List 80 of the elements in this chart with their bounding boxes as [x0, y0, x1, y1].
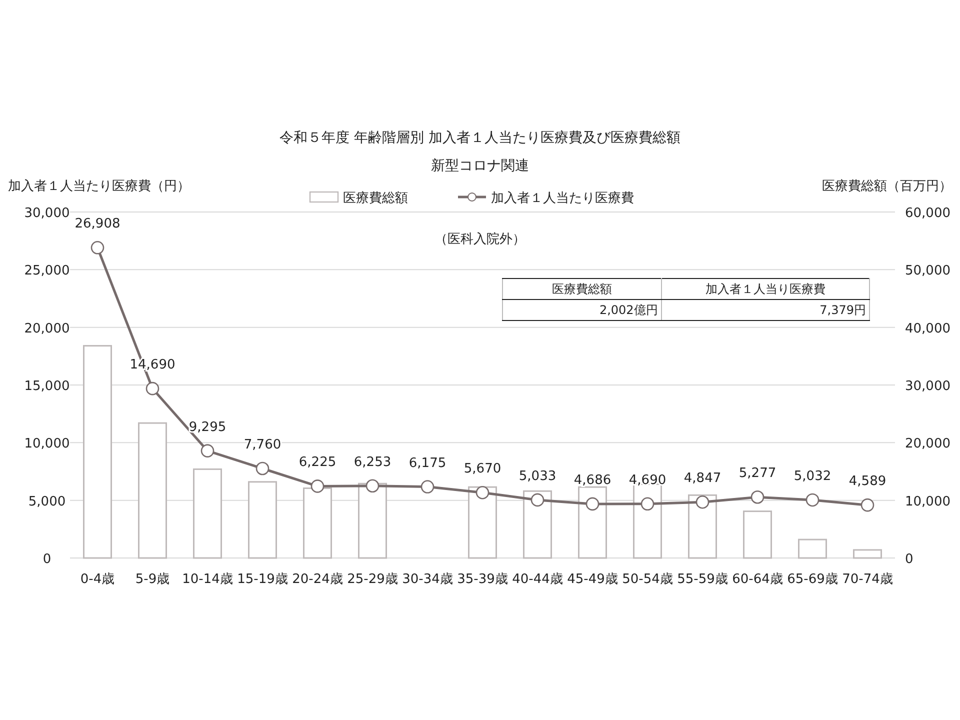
bar	[248, 481, 277, 559]
legend-label: 医療費総額	[343, 191, 408, 206]
point	[310, 480, 324, 493]
chart-subtitle: 新型コロナ関連	[431, 158, 529, 174]
point	[750, 490, 764, 504]
x-tick-label: 55-59歳	[677, 572, 728, 587]
annotation: 2,002億円	[502, 300, 662, 320]
y-tick-label: 15,000	[24, 379, 70, 394]
annotation: 7,379円	[661, 300, 870, 320]
x-tick-label: 40-44歳	[512, 572, 563, 587]
y2-tick-label: 60,000	[905, 206, 950, 221]
y-tick-label: 30,000	[24, 206, 70, 221]
bar	[578, 486, 607, 559]
data-label: 6,175	[408, 456, 446, 471]
y-tick-label: 25,000	[24, 264, 70, 279]
data-label: 6,253	[354, 454, 392, 470]
point	[586, 497, 600, 511]
point	[200, 444, 214, 458]
point	[90, 241, 104, 254]
data-label: 4,847	[684, 471, 722, 486]
point	[806, 493, 820, 507]
y-tick-label: 10,000	[24, 436, 70, 452]
y2-tick-label: 0	[905, 552, 914, 567]
bar	[193, 468, 222, 559]
legend-label: 加入者１人当たり医療費	[491, 191, 634, 206]
data-label: 5,033	[518, 468, 556, 484]
annotation: 医療費総額	[502, 278, 662, 300]
data-label: 4,690	[628, 472, 666, 488]
bar	[83, 345, 112, 559]
x-tick-label: 5-9歳	[135, 572, 170, 587]
data-label: 5,032	[794, 468, 832, 484]
point	[146, 382, 160, 396]
point	[366, 479, 380, 493]
y-axis-title: 加入者１人当たり医療費（円）	[8, 179, 190, 194]
bar	[468, 486, 497, 559]
bar	[853, 549, 882, 559]
x-tick-label: 60-64歳	[732, 572, 783, 587]
data-label: 5,277	[738, 466, 776, 482]
point	[640, 497, 654, 511]
y2-tick-label: 10,000	[905, 494, 950, 510]
x-tick-label: 30-34歳	[402, 572, 453, 587]
annotation: 加入者１人当り医療費	[661, 278, 870, 300]
x-tick-label: 45-49歳	[567, 572, 618, 587]
x-tick-label: 20-24歳	[292, 572, 343, 587]
bar	[743, 510, 772, 559]
y2-tick-label: 40,000	[905, 321, 950, 336]
data-label: 6,225	[298, 455, 336, 470]
bar	[138, 422, 167, 559]
x-tick-label: 35-39歳	[457, 572, 508, 587]
bar	[688, 494, 717, 559]
y-tick-label: 0	[42, 552, 52, 567]
data-label: 5,670	[464, 462, 502, 477]
point	[696, 495, 710, 509]
point	[420, 480, 434, 494]
x-tick-label: 0-4歳	[80, 572, 115, 587]
y-tick-label: 20,000	[24, 321, 70, 336]
point	[530, 493, 544, 507]
x-tick-label: 65-69歳	[787, 572, 838, 587]
data-label: 4,686	[574, 472, 612, 488]
y2-tick-label: 30,000	[905, 379, 950, 394]
chart-title: 令和５年度 年齢階層別 加入者１人当たり医療費及び医療費総額	[280, 130, 680, 146]
y2-axis-title: 医療費総額（百万円）	[822, 179, 952, 194]
data-label: 26,908	[74, 216, 120, 232]
x-tick-label: 25-29歳	[347, 572, 398, 587]
point	[860, 498, 874, 512]
data-label: 4,589	[848, 474, 886, 490]
data-label: 9,295	[188, 420, 226, 435]
bar	[798, 538, 827, 559]
y2-tick-label: 20,000	[905, 436, 950, 452]
data-label: 7,760	[244, 438, 282, 452]
x-tick-label: 10-14歳	[182, 572, 233, 587]
point	[476, 486, 490, 500]
annotation: （医科入院外）	[434, 232, 526, 247]
bar	[523, 490, 552, 559]
y-tick-label: 5,000	[28, 494, 66, 510]
point	[256, 462, 270, 476]
x-tick-label: 15-19歳	[237, 572, 288, 587]
y2-tick-label: 50,000	[905, 264, 950, 279]
x-tick-label: 70-74歳	[842, 572, 893, 587]
x-tick-label: 50-54歳	[622, 572, 673, 587]
